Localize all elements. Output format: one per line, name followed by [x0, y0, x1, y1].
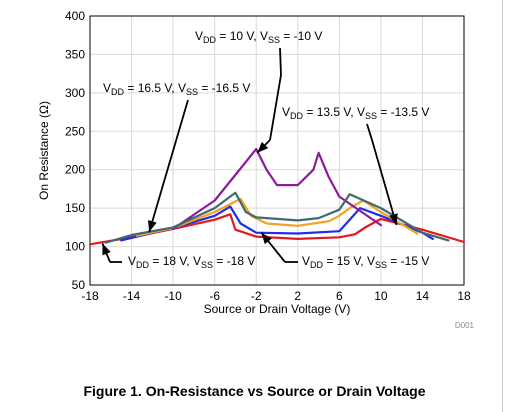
annotation-text: = -13.5 V — [377, 105, 429, 119]
series-line-4 — [104, 191, 450, 244]
x-tick-label-0: -18 — [81, 289, 99, 303]
annotation-text: V — [128, 254, 136, 268]
series-line-3 — [172, 147, 382, 230]
watermark-label: D001 — [455, 321, 475, 330]
x-tick-label-3: -6 — [209, 289, 220, 303]
y-tick-label-0: 50 — [72, 278, 86, 292]
x-axis-label: Source or Drain Voltage (V) — [204, 302, 351, 316]
annotation-subscript: SS — [268, 35, 280, 45]
annotation-subscript: SS — [365, 111, 377, 121]
annotation-subscript: SS — [186, 87, 198, 97]
annotation-subscript: DD — [111, 87, 124, 97]
leader-16v-head — [148, 220, 157, 232]
plot-border — [89, 15, 465, 286]
y-tick-label-3: 200 — [65, 163, 85, 177]
annotation-text: V — [302, 254, 310, 268]
annotation-label-3: VDD = 18 V, VSS = -18 V — [128, 254, 255, 270]
leader-13v-path — [366, 123, 373, 141]
y-tick-label-1: 100 — [65, 240, 85, 254]
annotation-text: = -16.5 V — [198, 81, 250, 95]
leader-10v-head — [257, 141, 269, 153]
annotation-text: = -10 V — [280, 29, 322, 43]
annotation-text: = 10 V, V — [216, 29, 268, 43]
annotation-subscript: DD — [136, 260, 149, 270]
y-tick-label-5: 300 — [65, 86, 85, 100]
annotation-subscript: SS — [201, 260, 213, 270]
annotation-text: V — [103, 81, 111, 95]
page-divider — [502, 0, 503, 412]
annotation-label-0: VDD = 10 V, VSS = -10 V — [195, 29, 322, 45]
leader-16v-line — [148, 99, 189, 233]
x-tick-label-2: -10 — [164, 289, 182, 303]
annotation-text: = -18 V — [213, 254, 255, 268]
annotation-text: V — [195, 29, 203, 43]
figure-caption: Figure 1. On-Resistance vs Source or Dra… — [83, 383, 426, 399]
annotation-subscript: DD — [290, 111, 303, 121]
x-tick-label-7: 10 — [374, 289, 388, 303]
leader-18v-head — [102, 243, 111, 256]
y-tick-label-7: 400 — [65, 9, 85, 23]
annotation-subscript: DD — [310, 260, 323, 270]
annotation-text: = -15 V — [387, 254, 429, 268]
annotation-text: V — [282, 105, 290, 119]
x-tick-label-9: 18 — [457, 289, 471, 303]
series-line-0 — [88, 213, 466, 246]
annotation-label-1: VDD = 16.5 V, VSS = -16.5 V — [103, 81, 250, 97]
annotation-text: = 18 V, V — [149, 254, 201, 268]
annotation-label-2: VDD = 13.5 V, VSS = -13.5 V — [282, 105, 429, 121]
y-axis-label: On Resistance (Ω) — [37, 101, 51, 200]
annotation-subscript: SS — [375, 260, 387, 270]
annotation-label-4: VDD = 15 V, VSS = -15 V — [302, 254, 429, 270]
leader-13v-line — [371, 139, 398, 226]
x-tick-label-4: -2 — [251, 289, 262, 303]
annotation-text: = 13.5 V, V — [303, 105, 365, 119]
x-tick-label-5: 2 — [294, 289, 301, 303]
chart-svg: -18 -14 -10 -6 -2 2 6 10 14 18 50 100 150 200 250 300 35… — [37, 9, 475, 330]
annotation-text: = 15 V, V — [323, 254, 375, 268]
leader-13v-head — [389, 213, 398, 226]
annotation-text: = 16.5 V, V — [124, 81, 186, 95]
leader-15v-head — [261, 232, 272, 245]
x-tick-label-8: 14 — [416, 289, 430, 303]
annotation-subscript: DD — [203, 35, 216, 45]
y-tick-label-6: 350 — [65, 47, 85, 61]
x-tick-label-1: -14 — [123, 289, 141, 303]
leader-10v-path — [269, 47, 282, 141]
series-line-1 — [120, 205, 434, 242]
y-tick-label-2: 150 — [65, 201, 85, 215]
y-tick-label-4: 250 — [65, 124, 85, 138]
x-tick-label-6: 6 — [336, 289, 343, 303]
